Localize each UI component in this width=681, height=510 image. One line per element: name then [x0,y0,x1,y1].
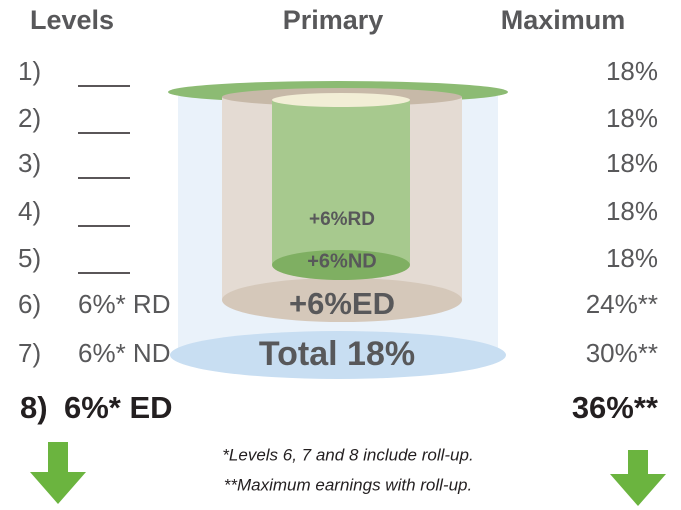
arrow-down [610,450,666,506]
outer-bottom [170,331,506,379]
level-maximum: 18% [606,56,658,86]
footnote: *Levels 6, 7 and 8 include roll-up. [222,445,473,464]
header-primary: Primary [283,5,384,35]
label-rd: +6%RD [309,209,375,230]
level-number: 5) [18,243,41,273]
level-primary: 6%* ED [64,390,173,425]
label-total: Total 18% [259,335,415,373]
level-number: 6) [18,289,41,319]
level-maximum: 18% [606,243,658,273]
cylinders [168,81,508,379]
header-levels: Levels [30,5,114,35]
level-primary: 6%* RD [78,289,170,319]
level-number: 7) [18,338,41,368]
level-maximum: 36%** [572,390,659,425]
arrow-down [30,442,86,504]
level-maximum: 18% [606,196,658,226]
level-primary: 6%* ND [78,338,170,368]
level-number: 4) [18,196,41,226]
middle-bottom [222,278,462,322]
level-maximum: 18% [606,103,658,133]
inner-body [272,100,410,265]
inner-top [272,93,410,107]
footnote: **Maximum earnings with roll-up. [224,475,472,494]
level-number: 1) [18,56,41,86]
level-number: 3) [18,148,41,178]
header-maximum: Maximum [501,5,626,35]
label-ed: +6%ED [289,286,395,321]
level-maximum: 18% [606,148,658,178]
level-maximum: 24%** [586,289,658,319]
label-nd: +6%ND [307,250,376,272]
level-number: 2) [18,103,41,133]
rows: 1) 18% 2) 18% 3) 18% 4) 18% 5) 18% 6) 6%* RD 24%** 7)… [18,56,659,425]
inner-bottom [272,250,410,280]
level-maximum: 30%** [586,338,658,368]
level-number: 8) [20,390,48,425]
